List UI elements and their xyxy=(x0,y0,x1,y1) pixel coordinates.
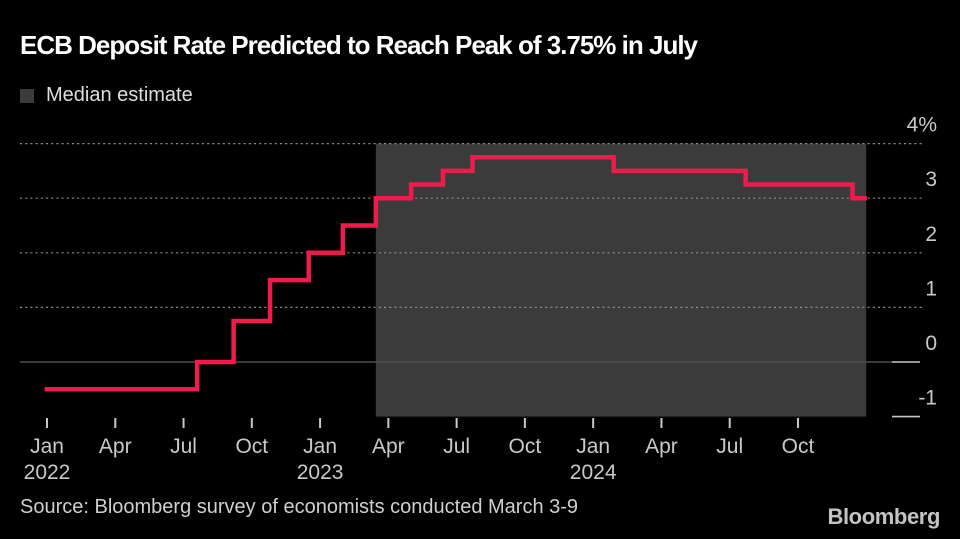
x-axis-label: Apr xyxy=(99,435,132,458)
chart-title: ECB Deposit Rate Predicted to Reach Peak… xyxy=(20,30,698,60)
source-note: Source: Bloomberg survey of economists c… xyxy=(20,496,579,518)
x-axis-label: Jan xyxy=(30,435,64,458)
x-axis-label: Apr xyxy=(645,435,678,458)
x-axis-label: Oct xyxy=(509,435,542,458)
y-axis-label: 1 xyxy=(925,277,937,300)
x-axis-year-label: 2023 xyxy=(297,461,344,484)
y-axis-label: -1 xyxy=(918,387,937,410)
bloomberg-logo: Bloomberg xyxy=(827,504,940,529)
legend[interactable]: Median estimate xyxy=(20,84,193,106)
y-axis-label: 0 xyxy=(925,332,937,355)
deposit-rate-line xyxy=(44,155,867,392)
forecast-band xyxy=(375,143,867,417)
x-axis-label: Oct xyxy=(782,435,815,458)
x-axis-label: Jan xyxy=(576,435,610,458)
x-axis-label: Jul xyxy=(170,435,197,458)
x-axis-year-label: 2022 xyxy=(24,461,71,484)
x-axis-year-label: 2024 xyxy=(570,461,617,484)
y-axis-label: 2 xyxy=(925,223,937,246)
x-axis-label: Jan xyxy=(303,435,337,458)
y-axis-label: 3 xyxy=(925,168,937,191)
x-axis-label: Apr xyxy=(372,435,405,458)
x-axis-label: Jul xyxy=(443,435,470,458)
x-axis-label: Jul xyxy=(716,435,743,458)
y-axis-label: 4% xyxy=(907,114,937,137)
legend-label: Median estimate xyxy=(46,84,193,106)
legend-swatch-icon xyxy=(20,88,34,103)
x-axis-label: Oct xyxy=(235,435,268,458)
